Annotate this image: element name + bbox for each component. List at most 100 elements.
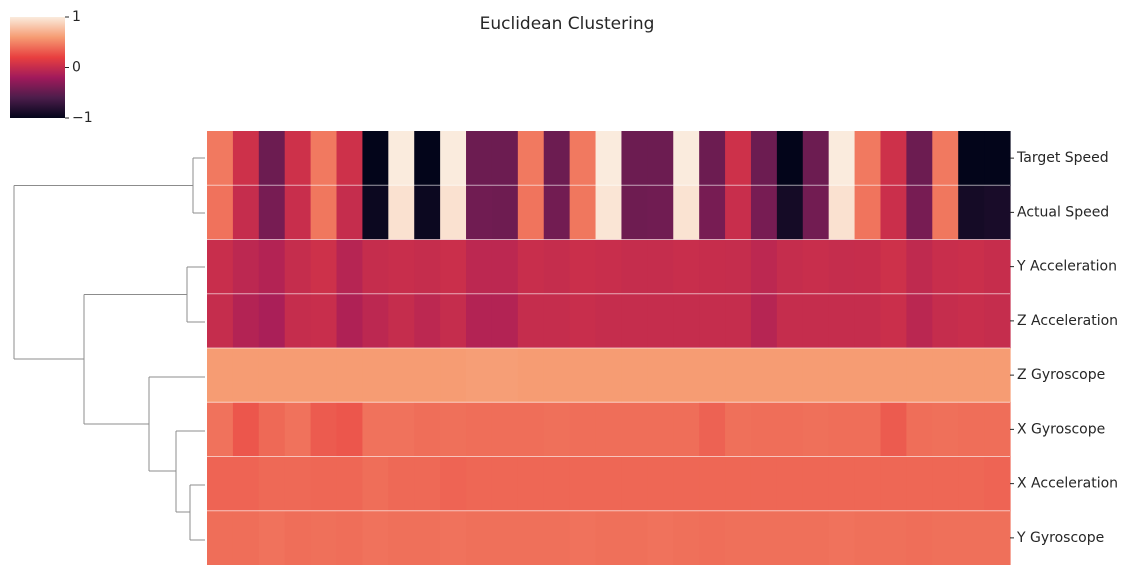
heatmap-cell [414,185,441,240]
heatmap-cell [491,293,519,349]
heatmap-cell [569,456,597,512]
row-label: X Acceleration [1017,476,1118,492]
heatmap-cell [466,293,493,349]
heatmap-cell [906,293,933,349]
heatmap-cell [906,131,933,186]
heatmap-cell [932,185,959,240]
heatmap-cell [414,239,441,295]
heatmap-cell [466,239,493,295]
heatmap-cell [984,402,1011,457]
heatmap-cell [699,456,726,512]
heatmap-cell [673,185,700,240]
heatmap-cell [776,510,804,565]
heatmap-cell [595,456,623,512]
heatmap-cell [284,402,312,457]
heatmap-cell [207,402,234,457]
heatmap-cell [621,456,648,512]
heatmap-cell [750,185,778,240]
heatmap-cell [802,510,830,565]
heatmap-cell [958,456,985,512]
heatmap-cell [232,510,260,565]
heatmap-cell [932,348,959,403]
heatmap-cell [880,293,907,349]
heatmap-cell [388,348,415,403]
heatmap-cell [232,348,260,403]
row-label: Z Gyroscope [1017,367,1105,383]
heatmap-cell [414,293,441,349]
heatmap-cell [517,293,545,349]
heatmap-cell [414,131,441,186]
heatmap-cell [647,402,674,457]
heatmap-cell [958,510,985,565]
heatmap-cell [802,402,830,457]
heatmap-cell [466,348,493,403]
heatmap-cell [802,131,830,186]
row-label: Y Acceleration [1016,259,1117,275]
heatmap-cell [207,456,234,512]
heatmap-cell [284,185,312,240]
heatmap-cell [621,239,648,295]
heatmap-cell [699,402,726,457]
heatmap-cell [802,185,830,240]
heatmap-cell [440,510,467,565]
heatmap-cell [958,348,985,403]
heatmap-cell [828,510,856,565]
heatmap-cell [284,131,312,186]
heatmap-cell [543,402,571,457]
heatmap-cell [232,402,260,457]
heatmap-cell [828,131,856,186]
heatmap-cell [854,456,882,512]
heatmap-cell [517,131,545,186]
heatmap-cell [802,456,830,512]
heatmap-cell [258,348,286,403]
heatmap-cell [491,239,519,295]
heatmap-cell [906,185,933,240]
heatmap-cell [802,348,830,403]
heatmap-cell [932,239,959,295]
heatmap-cell [828,239,856,295]
heatmap-cell [725,293,752,349]
heatmap-cell [776,456,804,512]
heatmap-cell [336,510,364,565]
heatmap-cell [284,239,312,295]
heatmap-cell [725,348,752,403]
heatmap-cell [932,510,959,565]
heatmap-cell [854,348,882,403]
heatmap-cell [958,402,985,457]
heatmap-cell [258,293,286,349]
heatmap-cell [958,239,985,295]
heatmap-cell [258,131,286,186]
heatmap-cell [440,185,467,240]
heatmap-cell [362,348,389,403]
heatmap-cell [595,131,623,186]
heatmap-cell [388,456,415,512]
heatmap-cell [362,131,389,186]
heatmap-cell [310,185,338,240]
heatmap-cell [699,510,726,565]
heatmap-cell [595,293,623,349]
heatmap-cell [750,456,778,512]
heatmap-cell [232,456,260,512]
heatmap-cell [491,185,519,240]
heatmap-cell [854,402,882,457]
heatmap-cell [984,293,1011,349]
heatmap-cell [595,402,623,457]
heatmap-cell [880,131,907,186]
heatmap-cell [517,510,545,565]
heatmap-cell [232,185,260,240]
heatmap-cell [569,185,597,240]
row-label: Y Gyroscope [1016,530,1104,546]
heatmap-cell [258,402,286,457]
heatmap-cell [466,185,493,240]
heatmap-cell [543,131,571,186]
heatmap-cell [336,456,364,512]
heatmap-cell [258,239,286,295]
heatmap-cell [673,293,700,349]
heatmap-cell [932,293,959,349]
heatmap-cell [414,402,441,457]
heatmap-cell [517,456,545,512]
heatmap-cell [647,131,674,186]
heatmap-cell [647,510,674,565]
heatmap-cell [336,239,364,295]
